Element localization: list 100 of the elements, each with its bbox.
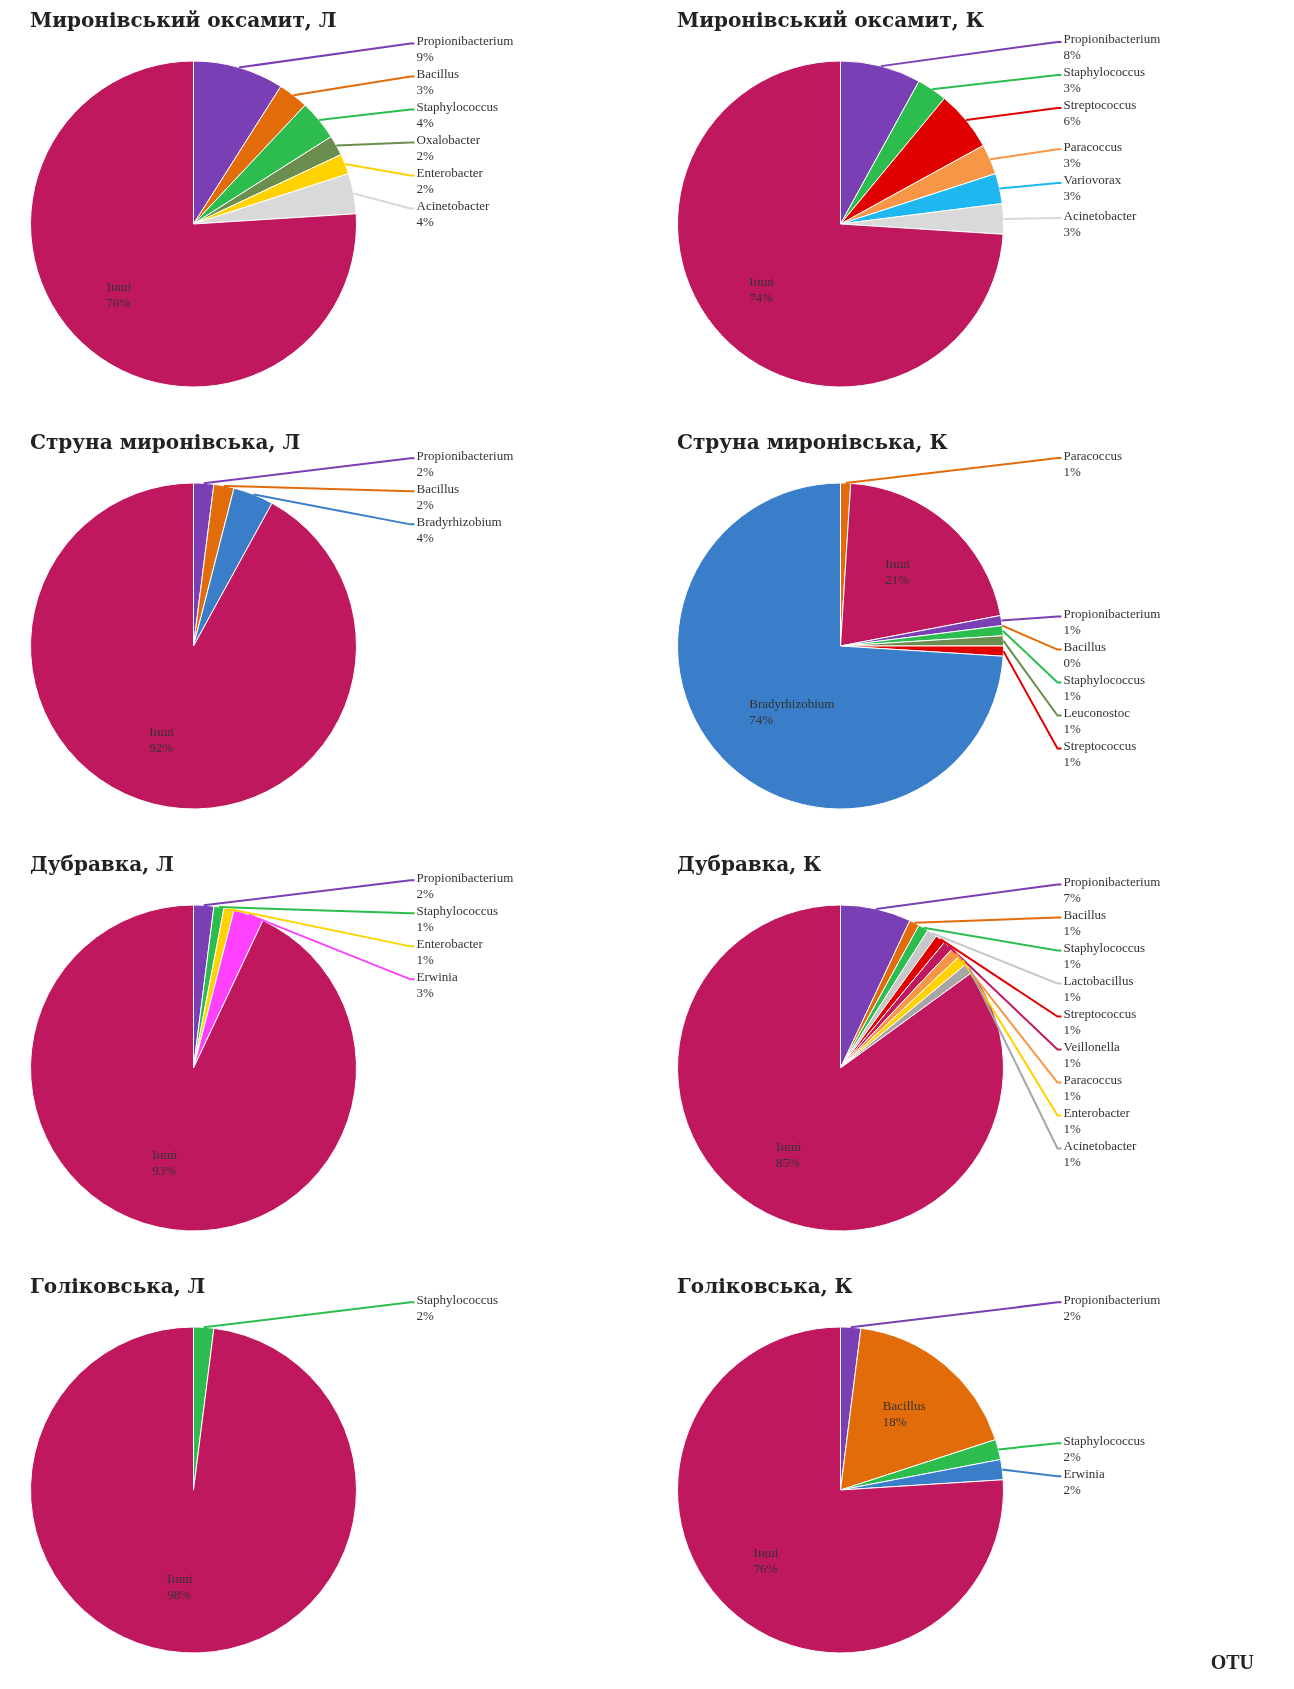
slice-label: Staphylococcus bbox=[1063, 939, 1146, 955]
data-label: 7% bbox=[1063, 889, 1081, 905]
slice-label: Propionibacterium bbox=[1063, 873, 1161, 889]
slice-label: Paracoccus bbox=[1063, 1071, 1122, 1087]
data-label: 1% bbox=[1063, 721, 1081, 737]
data-label: 85% bbox=[776, 1154, 801, 1170]
chart-title: Миронівський оксамит, К bbox=[677, 8, 984, 33]
slice-label: Enterobacter bbox=[416, 164, 484, 180]
slice-label: Інші bbox=[152, 1146, 178, 1162]
data-label: 4% bbox=[416, 213, 434, 229]
slice-label: Lactobacillus bbox=[1063, 972, 1134, 988]
chart-title: Миронівський оксамит, Л bbox=[30, 8, 337, 33]
data-label: 2% bbox=[416, 885, 434, 901]
data-label: 3% bbox=[1063, 80, 1081, 96]
slice-label: Bacillus bbox=[416, 65, 460, 81]
slice-label: Acinetobacter bbox=[1063, 1137, 1138, 1153]
slice-label: Streptococcus bbox=[1063, 97, 1137, 113]
data-label: 9% bbox=[416, 48, 434, 64]
data-label: 1% bbox=[1063, 1087, 1081, 1103]
slice-label: Інші bbox=[776, 1138, 802, 1154]
slice-label: Acinetobacter bbox=[416, 197, 491, 213]
data-label: 2% bbox=[416, 180, 434, 196]
data-label: 1% bbox=[1063, 988, 1081, 1004]
data-label: 76% bbox=[753, 1560, 778, 1576]
data-label: 1% bbox=[1063, 688, 1081, 704]
slice-label: Variovorax bbox=[1063, 172, 1122, 188]
data-label: 1% bbox=[1063, 463, 1081, 479]
data-label: 2% bbox=[416, 463, 434, 479]
slice-label: Staphylococcus bbox=[416, 902, 499, 918]
slice-label: Streptococcus bbox=[1063, 738, 1137, 754]
data-label: 74% bbox=[749, 290, 774, 306]
data-label: 6% bbox=[1063, 113, 1081, 129]
legend-label: Bacillus bbox=[1063, 639, 1107, 655]
slice-label: Streptococcus bbox=[1063, 1005, 1137, 1021]
slice-label: Erwinia bbox=[1063, 1465, 1105, 1481]
slice-label: Bradyrhizobium bbox=[416, 513, 502, 529]
slice-label: Leuconostoc bbox=[1063, 705, 1131, 721]
slice-label: Інші bbox=[149, 724, 175, 740]
slice-label: Інші bbox=[753, 1544, 779, 1560]
data-label: 21% bbox=[885, 572, 910, 588]
slice-label: Staphylococcus bbox=[1063, 672, 1146, 688]
data-label: 1% bbox=[1063, 1153, 1081, 1169]
slice-label: Oxalobacter bbox=[416, 131, 481, 147]
data-label: 92% bbox=[149, 740, 174, 756]
slice-label: Staphylococcus bbox=[416, 1291, 499, 1307]
slice-label: Staphylococcus bbox=[1063, 1432, 1146, 1448]
slice-label: Acinetobacter bbox=[1063, 207, 1138, 223]
data-label: 1% bbox=[1063, 955, 1081, 971]
data-label: 1% bbox=[1063, 1120, 1081, 1136]
data-label: 3% bbox=[416, 81, 434, 97]
text: 0% bbox=[1063, 655, 1081, 671]
data-label: 74% bbox=[749, 712, 774, 728]
slice-label: Propionibacterium bbox=[1063, 606, 1161, 622]
slice-label: Propionibacterium bbox=[1063, 1291, 1161, 1307]
data-label: 1% bbox=[1063, 1021, 1081, 1037]
data-label: 1% bbox=[416, 951, 434, 967]
data-label: 2% bbox=[416, 147, 434, 163]
chart-title: Голіковська, К bbox=[677, 1274, 853, 1299]
slice-label: Інші bbox=[167, 1571, 193, 1587]
slice-label: Bacillus bbox=[882, 1398, 926, 1414]
slice-label: Propionibacterium bbox=[1063, 31, 1161, 47]
slice-label: Propionibacterium bbox=[416, 447, 514, 463]
data-label: 1% bbox=[416, 918, 434, 934]
slice-label: Paracoccus bbox=[1063, 447, 1122, 463]
data-label: 76% bbox=[106, 294, 131, 310]
chart-title: Струна миронівська, К bbox=[677, 430, 948, 455]
chart-title: Дубравка, К bbox=[677, 852, 822, 877]
data-label: 2% bbox=[416, 1307, 434, 1323]
slice-label: Staphylococcus bbox=[416, 98, 499, 114]
data-label: 2% bbox=[416, 496, 434, 512]
data-label: 93% bbox=[152, 1162, 177, 1178]
text: OTU bbox=[1210, 1651, 1254, 1674]
data-label: 18% bbox=[882, 1414, 907, 1430]
slice-label: Інші bbox=[885, 556, 911, 572]
data-label: 2% bbox=[1063, 1307, 1081, 1323]
slice-label: Інші bbox=[106, 278, 132, 294]
slice-label: Bradyrhizobium bbox=[749, 696, 835, 712]
slice-label: Enterobacter bbox=[416, 935, 484, 951]
slice-label: Erwinia bbox=[416, 968, 458, 984]
data-label: 1% bbox=[1063, 754, 1081, 770]
chart-title: Дубравка, Л bbox=[30, 852, 174, 877]
data-label: 8% bbox=[1063, 47, 1081, 63]
slice-label: Propionibacterium bbox=[416, 869, 514, 885]
data-label: 3% bbox=[1063, 223, 1081, 239]
data-label: 1% bbox=[1063, 922, 1081, 938]
slice-label: Bacillus bbox=[416, 480, 460, 496]
data-label: 4% bbox=[416, 114, 434, 130]
slice-label: Propionibacterium bbox=[416, 32, 514, 48]
data-label: 3% bbox=[1063, 154, 1081, 170]
chart-title: Голіковська, Л bbox=[30, 1274, 206, 1299]
data-label: 2% bbox=[1063, 1481, 1081, 1497]
data-label: 4% bbox=[416, 529, 434, 545]
slice-label: Інші bbox=[749, 274, 775, 290]
slice-label: Veillonella bbox=[1063, 1038, 1121, 1054]
slice-label: Enterobacter bbox=[1063, 1104, 1131, 1120]
slice-label: Bacillus bbox=[1063, 906, 1107, 922]
slice-label: Paracoccus bbox=[1063, 138, 1122, 154]
data-label: 3% bbox=[416, 984, 434, 1000]
data-label: 3% bbox=[1063, 188, 1081, 204]
data-label: 1% bbox=[1063, 622, 1081, 638]
